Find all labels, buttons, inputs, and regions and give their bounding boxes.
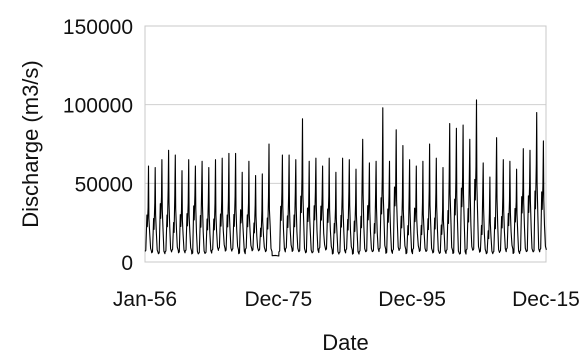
y-tick-label: 100000 xyxy=(63,95,133,118)
x-tick-label: Dec-75 xyxy=(244,288,312,311)
y-axis-ticks: 0 50000 100000 150000 xyxy=(63,16,133,275)
x-axis-title: Date xyxy=(322,330,368,355)
x-tick-label: Dec-15 xyxy=(512,288,579,311)
x-tick-label: Jan-56 xyxy=(113,288,177,311)
gridlines xyxy=(145,104,546,184)
y-tick-label: 150000 xyxy=(63,16,133,39)
y-tick-label: 50000 xyxy=(75,173,133,196)
y-axis-title: Discharge (m3/s) xyxy=(18,60,43,227)
discharge-series-line xyxy=(144,99,547,257)
x-tick-label: Dec-95 xyxy=(378,288,446,311)
x-axis-ticks: Jan-56 Dec-75 Dec-95 Dec-15 xyxy=(113,288,579,311)
plot-area xyxy=(144,25,547,263)
y-tick-label: 0 xyxy=(121,252,133,275)
